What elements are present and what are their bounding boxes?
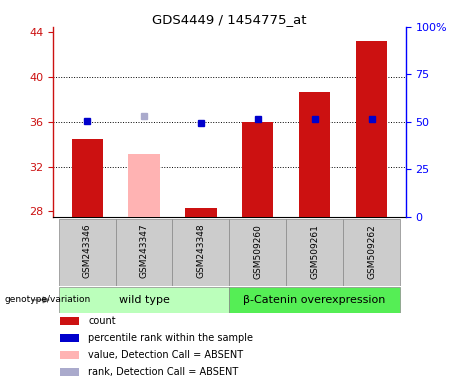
Bar xyxy=(59,219,116,286)
Bar xyxy=(60,351,79,359)
Text: GSM509261: GSM509261 xyxy=(310,224,319,278)
Bar xyxy=(242,122,273,217)
Bar xyxy=(299,92,331,217)
Bar xyxy=(60,334,79,342)
Bar xyxy=(71,139,103,217)
Text: wild type: wild type xyxy=(118,295,170,305)
Text: count: count xyxy=(89,316,116,326)
Text: GSM243347: GSM243347 xyxy=(140,224,148,278)
Bar xyxy=(128,154,160,217)
Bar xyxy=(59,287,230,313)
Text: value, Detection Call = ABSENT: value, Detection Call = ABSENT xyxy=(89,350,243,360)
Text: GSM509260: GSM509260 xyxy=(253,224,262,278)
Bar xyxy=(356,41,387,217)
Text: β-Catenin overexpression: β-Catenin overexpression xyxy=(243,295,386,305)
Bar xyxy=(230,219,286,286)
Bar xyxy=(172,219,230,286)
Bar xyxy=(230,287,400,313)
Bar xyxy=(343,219,400,286)
Bar xyxy=(60,368,79,376)
Bar xyxy=(185,208,217,217)
Bar xyxy=(116,219,172,286)
Text: GSM243348: GSM243348 xyxy=(196,224,206,278)
Bar xyxy=(60,317,79,325)
Text: percentile rank within the sample: percentile rank within the sample xyxy=(89,333,253,343)
Title: GDS4449 / 1454775_at: GDS4449 / 1454775_at xyxy=(152,13,307,26)
Text: genotype/variation: genotype/variation xyxy=(5,295,91,305)
Text: GSM243346: GSM243346 xyxy=(83,224,92,278)
Text: rank, Detection Call = ABSENT: rank, Detection Call = ABSENT xyxy=(89,367,238,377)
Text: GSM509262: GSM509262 xyxy=(367,224,376,278)
Bar xyxy=(286,219,343,286)
